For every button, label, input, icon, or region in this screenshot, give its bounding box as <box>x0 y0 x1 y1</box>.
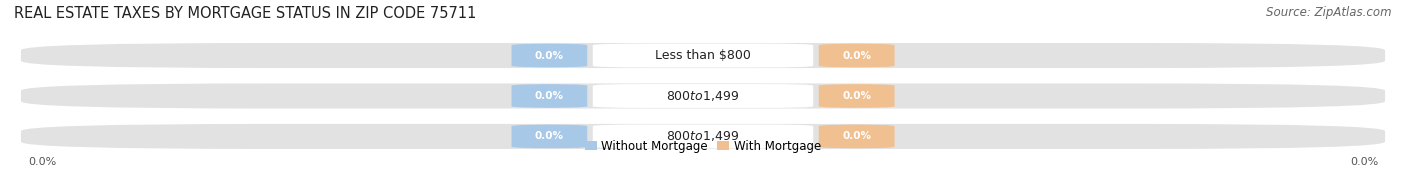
FancyBboxPatch shape <box>818 124 894 148</box>
FancyBboxPatch shape <box>512 84 588 108</box>
FancyBboxPatch shape <box>818 44 894 67</box>
Text: $800 to $1,499: $800 to $1,499 <box>666 129 740 143</box>
Text: $800 to $1,499: $800 to $1,499 <box>666 89 740 103</box>
Text: 0.0%: 0.0% <box>1350 157 1378 167</box>
FancyBboxPatch shape <box>593 124 813 148</box>
FancyBboxPatch shape <box>21 83 1385 109</box>
FancyBboxPatch shape <box>593 44 813 67</box>
FancyBboxPatch shape <box>21 43 1385 68</box>
FancyBboxPatch shape <box>21 124 1385 149</box>
Text: 0.0%: 0.0% <box>28 157 56 167</box>
FancyBboxPatch shape <box>512 124 588 148</box>
Text: 0.0%: 0.0% <box>842 132 872 142</box>
Text: REAL ESTATE TAXES BY MORTGAGE STATUS IN ZIP CODE 75711: REAL ESTATE TAXES BY MORTGAGE STATUS IN … <box>14 6 477 21</box>
FancyBboxPatch shape <box>818 84 894 108</box>
FancyBboxPatch shape <box>512 44 588 67</box>
Text: Less than $800: Less than $800 <box>655 49 751 62</box>
Text: 0.0%: 0.0% <box>534 132 564 142</box>
Text: 0.0%: 0.0% <box>842 51 872 61</box>
Text: 0.0%: 0.0% <box>534 91 564 101</box>
FancyBboxPatch shape <box>593 84 813 108</box>
Text: Source: ZipAtlas.com: Source: ZipAtlas.com <box>1267 6 1392 19</box>
Text: 0.0%: 0.0% <box>842 91 872 101</box>
Text: 0.0%: 0.0% <box>534 51 564 61</box>
Legend: Without Mortgage, With Mortgage: Without Mortgage, With Mortgage <box>581 135 825 157</box>
